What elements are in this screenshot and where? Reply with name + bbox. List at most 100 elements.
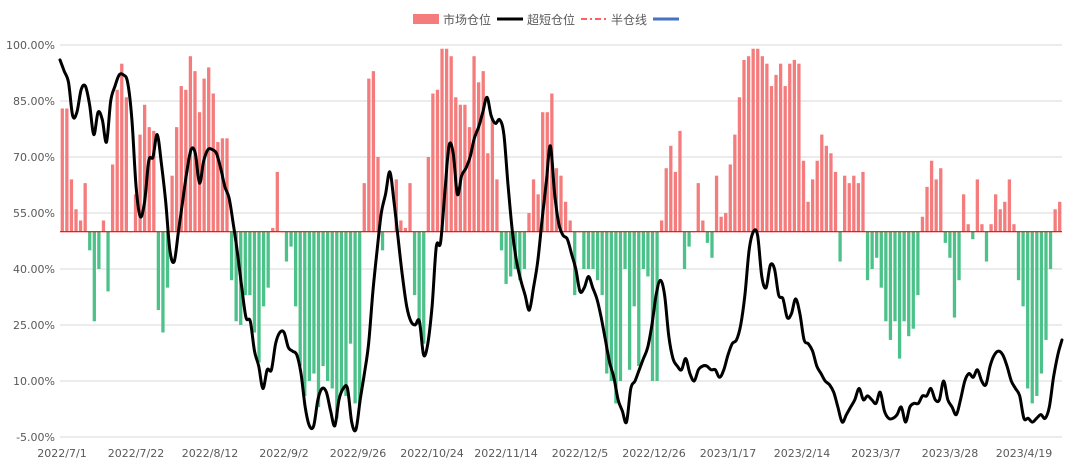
bar <box>797 63 801 232</box>
bar <box>495 179 499 232</box>
bar <box>371 71 376 232</box>
bar <box>275 171 279 232</box>
bar <box>499 231 504 251</box>
bar <box>74 209 78 232</box>
bar <box>444 48 449 232</box>
x-tick-label: 2022/9/2 <box>259 447 308 460</box>
bar <box>929 160 934 232</box>
bar <box>778 63 783 232</box>
y-tick-label: 100.00% <box>6 39 55 52</box>
x-tick-label: 2022/8/12 <box>182 447 238 460</box>
bar <box>888 231 893 340</box>
bar <box>751 48 755 232</box>
bar <box>1044 231 1048 340</box>
bar <box>431 93 435 232</box>
bar <box>975 179 979 232</box>
bar <box>875 231 879 258</box>
bar <box>165 231 170 288</box>
y-tick-label: 70.00% <box>13 151 55 164</box>
bar <box>618 231 623 381</box>
x-tick-label: 2023/3/7 <box>851 447 900 460</box>
bar <box>609 231 613 381</box>
legend-label: 半仓线 <box>611 13 647 27</box>
bar <box>399 220 403 232</box>
bar <box>1007 179 1012 232</box>
bar <box>339 231 344 393</box>
bar <box>833 171 838 232</box>
bar <box>467 127 472 232</box>
bar <box>806 201 810 232</box>
bar <box>563 201 568 232</box>
bar <box>861 171 865 232</box>
bar <box>966 224 970 232</box>
bar <box>801 160 806 232</box>
bar <box>271 227 275 232</box>
bar <box>216 142 220 232</box>
bar <box>412 231 417 296</box>
bar <box>870 231 874 269</box>
bar <box>220 138 225 232</box>
bar <box>1030 231 1034 404</box>
bar <box>101 220 106 232</box>
bar <box>943 231 947 243</box>
bar <box>957 231 961 281</box>
bar <box>742 59 746 232</box>
bar <box>669 145 673 232</box>
bar <box>961 194 966 232</box>
bar <box>156 231 161 311</box>
bar <box>765 63 769 232</box>
bar <box>124 97 128 232</box>
bar <box>595 231 600 281</box>
bar <box>994 194 998 232</box>
legend-swatch-bar <box>413 14 439 24</box>
y-tick-label: -5.00% <box>16 431 55 444</box>
bar <box>312 231 316 374</box>
bar <box>138 134 142 232</box>
bar <box>92 231 96 322</box>
bar <box>614 231 618 404</box>
bar <box>408 183 412 232</box>
bar <box>335 231 339 419</box>
bar <box>746 56 751 232</box>
x-tick-label: 2022/12/26 <box>622 447 685 460</box>
bar <box>458 104 462 232</box>
bar <box>348 231 353 344</box>
bar <box>829 153 833 232</box>
bar <box>586 231 591 269</box>
bar <box>792 59 796 232</box>
bar <box>179 86 183 232</box>
bar <box>303 231 307 396</box>
bar <box>65 108 69 232</box>
x-tick-label: 2023/2/14 <box>774 447 830 460</box>
x-tick-label: 2022/9/26 <box>330 447 386 460</box>
bar <box>632 231 636 307</box>
bar <box>541 112 545 232</box>
bar <box>115 89 119 232</box>
bar <box>843 175 847 232</box>
bar <box>719 216 723 232</box>
bar <box>641 231 645 269</box>
bar <box>705 231 710 243</box>
legend-label: 市场仓位 <box>443 12 491 27</box>
bar <box>760 56 764 232</box>
bar <box>106 231 110 292</box>
bar <box>783 86 787 232</box>
bar <box>1058 201 1062 232</box>
bar <box>266 231 270 288</box>
bar <box>710 231 714 258</box>
bar <box>701 220 705 232</box>
bar <box>824 145 829 232</box>
bar <box>623 231 627 269</box>
short-term-position-line <box>58 58 1064 433</box>
bar <box>1016 231 1021 281</box>
bar <box>83 183 87 232</box>
bar <box>728 164 732 232</box>
bar <box>509 231 513 277</box>
bar <box>490 119 495 232</box>
bar <box>664 168 668 232</box>
bar <box>330 231 334 389</box>
bar <box>536 194 540 232</box>
bar <box>980 224 984 232</box>
bar <box>600 231 604 296</box>
